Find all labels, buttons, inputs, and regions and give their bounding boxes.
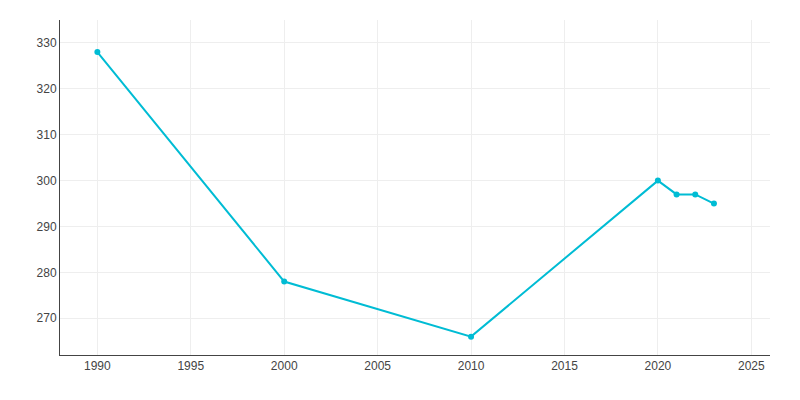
svg-text:310: 310 (37, 128, 57, 142)
svg-text:330: 330 (37, 36, 57, 50)
svg-text:2015: 2015 (551, 359, 578, 373)
svg-text:290: 290 (37, 220, 57, 234)
svg-text:320: 320 (37, 82, 57, 96)
svg-text:2000: 2000 (271, 359, 298, 373)
svg-text:2025: 2025 (738, 359, 765, 373)
svg-text:1990: 1990 (84, 359, 111, 373)
svg-text:300: 300 (37, 174, 57, 188)
svg-text:270: 270 (37, 311, 57, 325)
svg-text:2010: 2010 (458, 359, 485, 373)
svg-text:280: 280 (37, 266, 57, 280)
svg-text:2005: 2005 (364, 359, 391, 373)
svg-text:2020: 2020 (645, 359, 672, 373)
svg-text:1995: 1995 (177, 359, 204, 373)
